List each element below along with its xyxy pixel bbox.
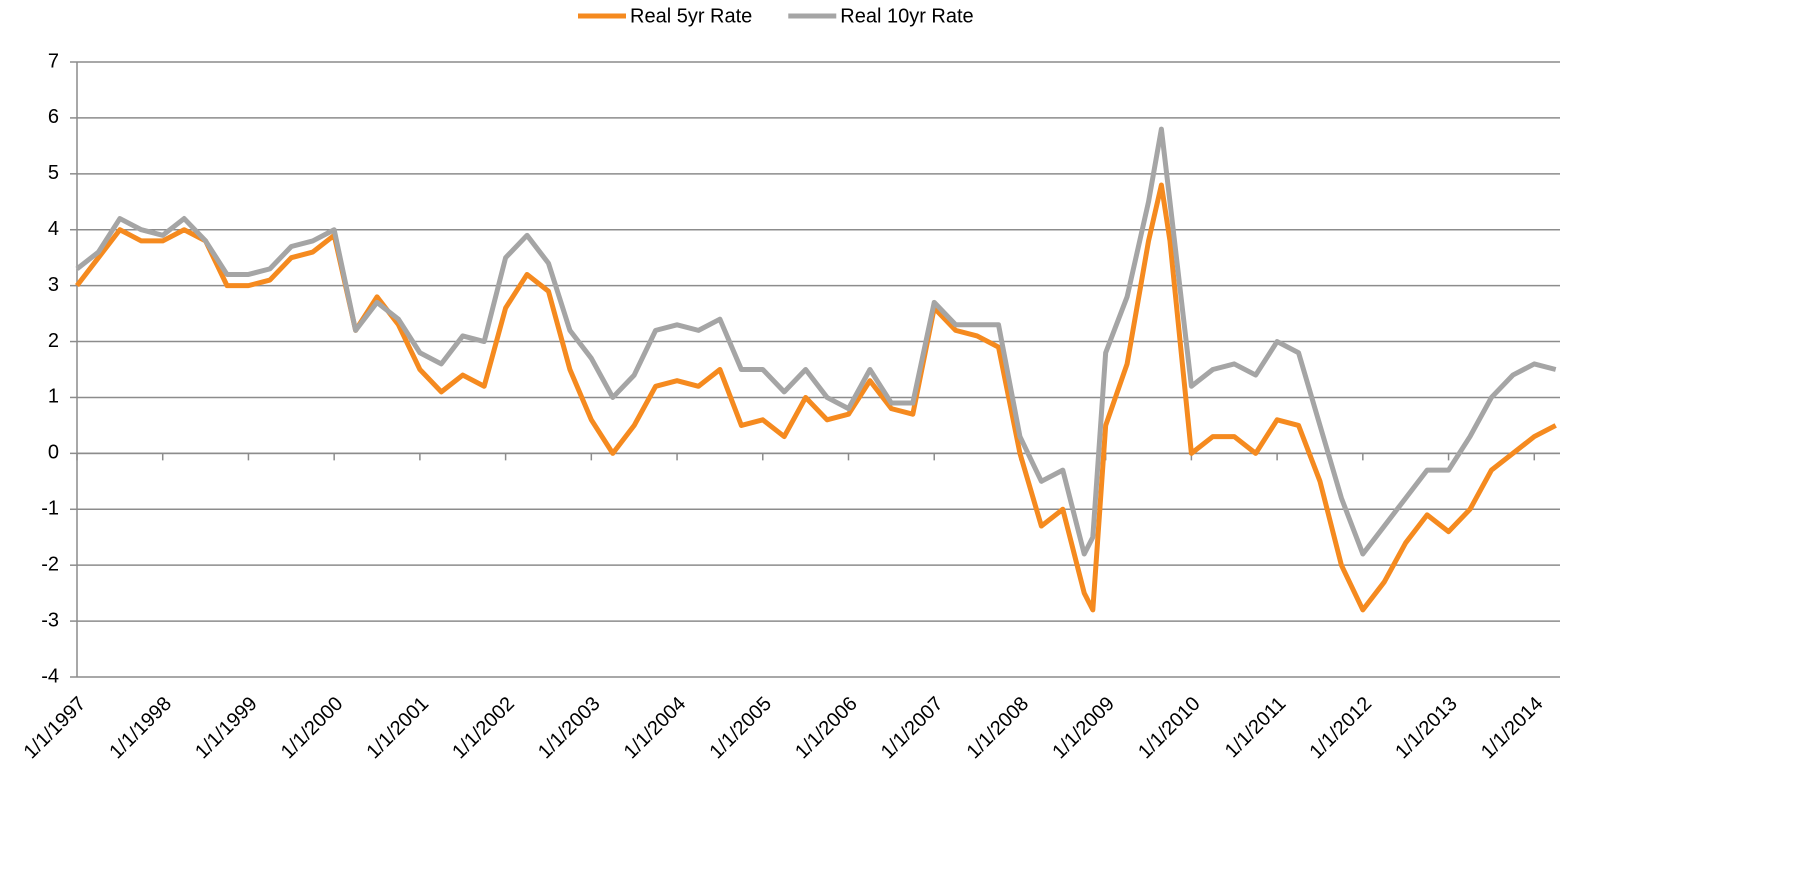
y-tick-label: -2 [41,553,59,575]
x-tick-label: 1/1/2007 [877,693,948,764]
legend-label: Real 5yr Rate [630,5,752,27]
x-tick-label: 1/1/2003 [534,693,605,764]
x-tick-label: 1/1/2008 [963,693,1034,764]
x-tick-label: 1/1/2009 [1048,693,1119,764]
y-tick-label: 3 [48,274,59,296]
legend-label: Real 10yr Rate [840,5,973,27]
y-tick-label: -1 [41,498,59,520]
x-tick-label: 1/1/1999 [191,693,262,764]
y-tick-label: 1 [48,386,59,408]
x-tick-label: 1/1/2011 [1221,693,1291,763]
series-line [75,126,1557,557]
y-tick-label: 5 [48,162,59,184]
x-tick-label: 1/1/2002 [448,693,519,764]
x-tick-label: 1/1/2014 [1477,693,1548,764]
x-tick-label: 1/1/1997 [20,693,91,764]
y-tick-label: 6 [48,106,59,128]
y-tick-label: 0 [48,442,59,464]
y-tick-label: 7 [48,50,59,72]
x-tick-label: 1/1/2005 [705,693,776,764]
y-tick-label: -3 [41,609,59,631]
x-tick-label: 1/1/2000 [277,693,348,764]
y-tick-label: 2 [48,330,59,352]
x-tick-label: 1/1/2001 [363,693,434,764]
x-tick-label: 1/1/2013 [1391,693,1462,764]
x-tick-label: 1/1/2012 [1305,693,1376,764]
y-tick-label: -4 [41,665,59,687]
y-tick-label: 4 [48,218,59,240]
series-line [75,182,1557,613]
x-tick-label: 1/1/2010 [1134,693,1205,764]
x-tick-label: 1/1/2006 [791,693,862,764]
x-tick-label: 1/1/2004 [620,693,691,764]
x-tick-label: 1/1/1998 [105,693,176,764]
